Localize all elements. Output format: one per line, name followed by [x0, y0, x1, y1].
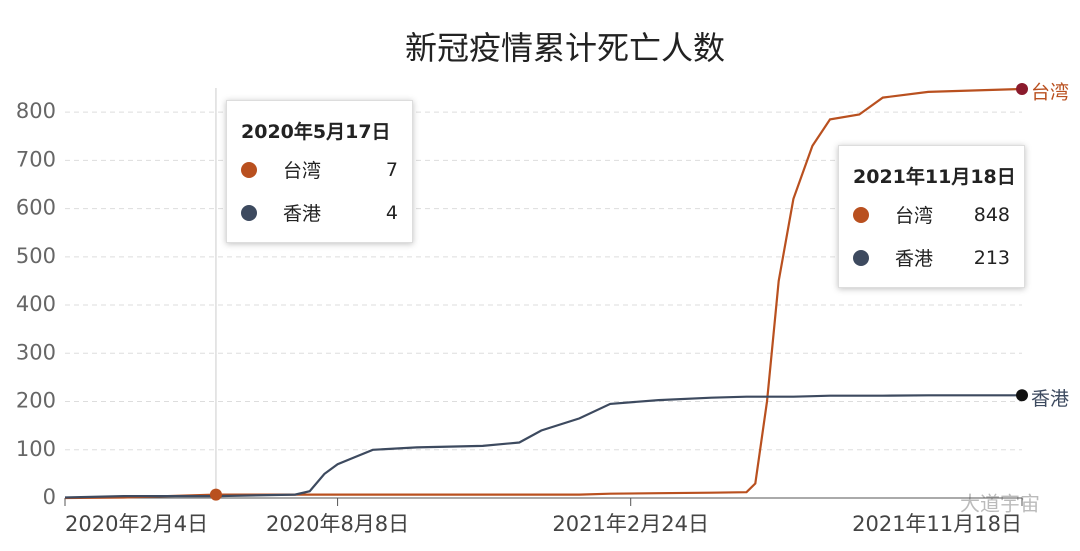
tooltip-name: 香港	[895, 248, 934, 270]
end-point	[1016, 82, 1028, 95]
tooltip-value: 4	[385, 201, 398, 224]
watermark: 大道宇宙	[960, 492, 1040, 516]
series-end-label: 香港	[1031, 388, 1069, 410]
tooltip-row: 台湾 848	[853, 201, 1010, 228]
x-tick-label: 2021年2月24日	[552, 512, 709, 536]
end-point	[1016, 389, 1028, 402]
tooltip-row: 台湾 7	[241, 156, 398, 183]
line-series	[64, 87, 1023, 500]
tooltip-date: 2021年11月18日	[853, 166, 1016, 188]
tooltip: 2020年5月17日台湾 7 香港 4	[226, 100, 413, 243]
x-tick-label: 2020年2月4日	[65, 512, 208, 536]
tooltip-dot	[853, 206, 869, 223]
tooltip-row: 香港 213	[853, 244, 1010, 271]
y-tick-label: 200	[16, 389, 56, 413]
tooltip-value: 848	[973, 203, 1010, 226]
tooltip-date: 2020年5月17日	[241, 121, 391, 143]
chart-title: 新冠疫情累计死亡人数	[405, 29, 725, 67]
tooltip-name: 台湾	[895, 205, 934, 227]
y-tick-label: 700	[16, 147, 56, 171]
series-end-label: 台湾	[1031, 81, 1069, 103]
y-tick-label: 500	[16, 244, 56, 268]
y-tick-label: 800	[16, 99, 56, 123]
tooltip: 2021年11月18日台湾 848 香港 213	[838, 145, 1025, 288]
x-tick-label: 2020年8月8日	[266, 512, 409, 536]
y-tick-label: 100	[16, 437, 56, 461]
tooltip-row: 香港 4	[241, 199, 398, 226]
tooltip-dot	[853, 249, 869, 266]
hover-point	[209, 488, 222, 501]
tooltip-dot	[241, 204, 257, 221]
tooltip-name: 台湾	[283, 160, 322, 182]
y-tick-label: 300	[16, 340, 56, 364]
line-series	[64, 394, 1022, 499]
tooltip-value: 7	[385, 158, 398, 181]
tooltip-name: 香港	[283, 203, 322, 225]
y-tick-label: 0	[43, 485, 56, 509]
tooltip-value: 213	[973, 246, 1010, 269]
y-tick-label: 400	[16, 292, 56, 316]
tooltip-dot	[241, 161, 257, 178]
y-tick-label: 600	[16, 196, 56, 220]
x-tick-label: 2021年11月18日	[852, 512, 1022, 536]
